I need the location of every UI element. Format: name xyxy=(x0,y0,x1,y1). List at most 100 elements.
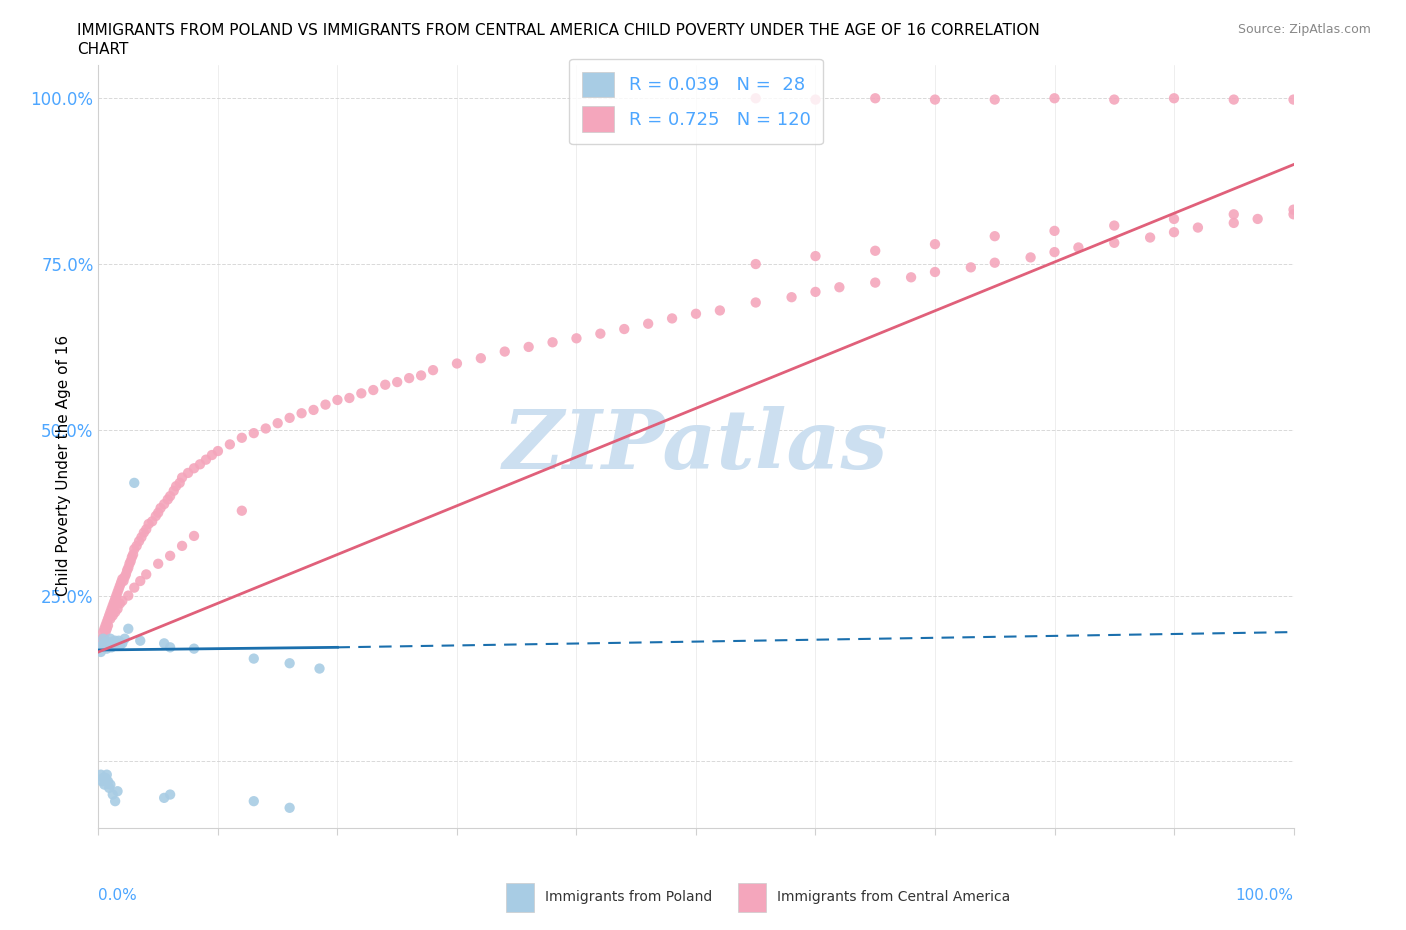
Point xyxy=(153,497,176,512)
Point xyxy=(118,556,141,571)
Point xyxy=(865,244,887,259)
Point xyxy=(165,479,187,494)
Point xyxy=(1163,91,1185,106)
Point xyxy=(107,636,129,651)
Point xyxy=(828,280,851,295)
Point xyxy=(339,391,361,405)
Point xyxy=(172,538,194,553)
Point xyxy=(93,638,115,653)
Point xyxy=(124,542,146,557)
Point xyxy=(101,634,124,649)
Point xyxy=(398,371,420,386)
Point xyxy=(984,92,1007,107)
Point xyxy=(153,790,176,805)
Point xyxy=(278,410,301,425)
Point xyxy=(107,602,129,617)
Point xyxy=(114,631,136,646)
Point xyxy=(104,604,127,619)
Point xyxy=(745,91,768,106)
Text: 100.0%: 100.0% xyxy=(1236,888,1294,903)
Point xyxy=(1163,225,1185,240)
Point xyxy=(96,615,118,630)
Point xyxy=(243,426,266,441)
Point xyxy=(243,651,266,666)
Point xyxy=(804,248,827,263)
Text: ZIPatlas: ZIPatlas xyxy=(503,406,889,486)
Text: CHART: CHART xyxy=(77,42,129,57)
Point xyxy=(243,793,266,808)
Point xyxy=(156,492,179,507)
Point xyxy=(111,572,134,587)
Point xyxy=(1223,92,1246,107)
Point xyxy=(107,784,129,799)
Point xyxy=(103,595,125,610)
Point xyxy=(108,578,131,593)
Point xyxy=(745,257,768,272)
Point xyxy=(108,596,131,611)
Point xyxy=(153,636,176,651)
Text: Source: ZipAtlas.com: Source: ZipAtlas.com xyxy=(1237,23,1371,36)
Point xyxy=(201,447,224,462)
Point xyxy=(124,475,146,490)
Point xyxy=(97,611,120,626)
Point xyxy=(169,475,191,490)
Point xyxy=(984,255,1007,270)
Point xyxy=(128,534,150,549)
Point xyxy=(111,593,134,608)
Point xyxy=(105,588,128,603)
Point xyxy=(98,608,121,623)
Point xyxy=(104,793,127,808)
Point xyxy=(159,549,181,564)
Point xyxy=(1104,219,1126,233)
Point xyxy=(685,306,707,321)
Point xyxy=(219,437,242,452)
Point xyxy=(159,488,181,503)
Point xyxy=(94,625,117,640)
Point xyxy=(1247,211,1270,226)
Point xyxy=(91,631,114,646)
Point xyxy=(865,91,887,106)
Point xyxy=(124,580,146,595)
Point xyxy=(613,322,636,337)
Point xyxy=(565,331,588,346)
Point xyxy=(117,621,139,636)
Point xyxy=(207,444,229,458)
Point xyxy=(98,631,122,646)
Point xyxy=(924,237,946,252)
Point xyxy=(1282,202,1305,217)
Point xyxy=(97,774,120,789)
Point xyxy=(101,608,124,623)
Point xyxy=(183,641,205,656)
Point xyxy=(107,585,129,600)
Point xyxy=(104,591,127,606)
Point xyxy=(111,636,134,651)
Point xyxy=(924,264,946,279)
Point xyxy=(315,397,337,412)
Point xyxy=(148,556,170,571)
Point xyxy=(172,471,194,485)
Point xyxy=(104,633,127,648)
Point xyxy=(105,637,128,652)
Text: 0.0%: 0.0% xyxy=(98,888,138,903)
Bar xyxy=(506,883,534,912)
Point xyxy=(745,295,768,310)
Point xyxy=(114,569,136,584)
Point xyxy=(100,602,122,617)
Point xyxy=(780,290,803,305)
Point xyxy=(131,530,153,545)
Point xyxy=(121,550,143,565)
Point xyxy=(183,528,205,543)
Point xyxy=(1043,91,1066,106)
Point xyxy=(517,339,540,354)
Point xyxy=(98,777,122,792)
Point xyxy=(308,661,330,676)
Point xyxy=(101,787,124,802)
Point xyxy=(141,514,163,529)
Point xyxy=(195,452,218,467)
Point xyxy=(129,633,152,648)
Point xyxy=(145,509,167,524)
Point xyxy=(149,500,172,515)
Point xyxy=(98,604,122,619)
Point xyxy=(1067,240,1090,255)
Point xyxy=(1104,92,1126,107)
